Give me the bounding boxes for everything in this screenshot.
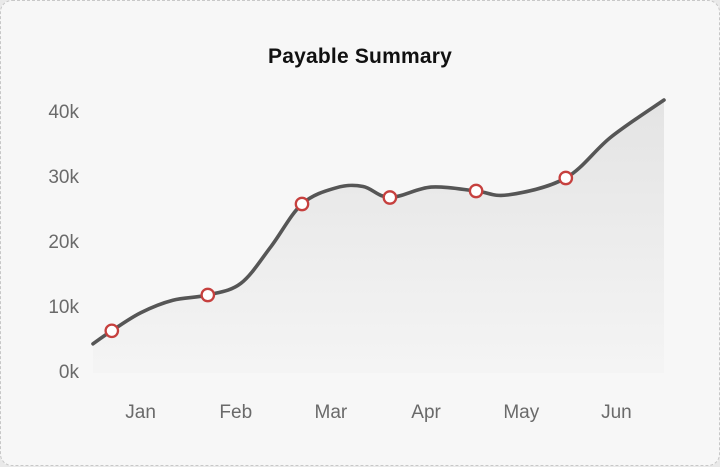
- data-point-mar[interactable]: [294, 196, 310, 212]
- y-axis-label-10k: 10k: [48, 297, 79, 318]
- data-point-feb[interactable]: [200, 287, 216, 303]
- chart-title: Payable Summary: [268, 45, 452, 68]
- y-axis-label-20k: 20k: [48, 232, 79, 253]
- x-axis-label-apr: Apr: [411, 402, 441, 423]
- trend-line: [91, 98, 666, 346]
- x-axis-label-jan: Jan: [125, 402, 156, 423]
- data-point-apr[interactable]: [382, 190, 398, 205]
- y-axis-label-30k: 30k: [48, 167, 79, 188]
- data-point-may[interactable]: [468, 183, 484, 199]
- y-axis-label-40k: 40k: [48, 102, 79, 123]
- y-axis-label-0k: 0k: [58, 362, 79, 383]
- data-point-markers: [104, 170, 574, 339]
- data-point-jun[interactable]: [558, 170, 574, 186]
- area-fill: [93, 100, 664, 373]
- x-axis-label-jun: Jun: [601, 402, 632, 423]
- x-axis-label-mar: Mar: [314, 402, 348, 423]
- data-point-jan[interactable]: [104, 323, 120, 339]
- x-axis-label-feb: Feb: [219, 402, 253, 423]
- x-axis-label-may: May: [503, 402, 540, 423]
